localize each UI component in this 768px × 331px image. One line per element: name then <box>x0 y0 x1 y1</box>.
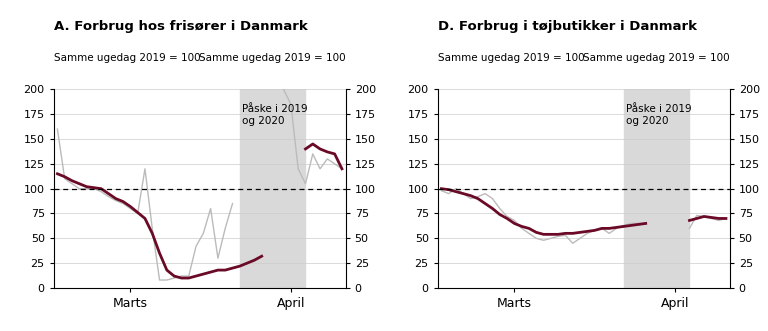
Text: Samme ugedag 2019 = 100: Samme ugedag 2019 = 100 <box>199 53 346 63</box>
Text: A. Forbrug hos frisører i Danmark: A. Forbrug hos frisører i Danmark <box>54 20 307 33</box>
Text: Påske i 2019
og 2020: Påske i 2019 og 2020 <box>626 104 692 126</box>
Bar <box>240 89 306 288</box>
Bar <box>624 89 690 288</box>
Text: Samme ugedag 2019 = 100: Samme ugedag 2019 = 100 <box>583 53 730 63</box>
Text: Samme ugedag 2019 = 100: Samme ugedag 2019 = 100 <box>54 53 200 63</box>
Text: D. Forbrug i tøjbutikker i Danmark: D. Forbrug i tøjbutikker i Danmark <box>438 20 697 33</box>
Text: Samme ugedag 2019 = 100: Samme ugedag 2019 = 100 <box>438 53 584 63</box>
Text: Påske i 2019
og 2020: Påske i 2019 og 2020 <box>242 104 308 126</box>
